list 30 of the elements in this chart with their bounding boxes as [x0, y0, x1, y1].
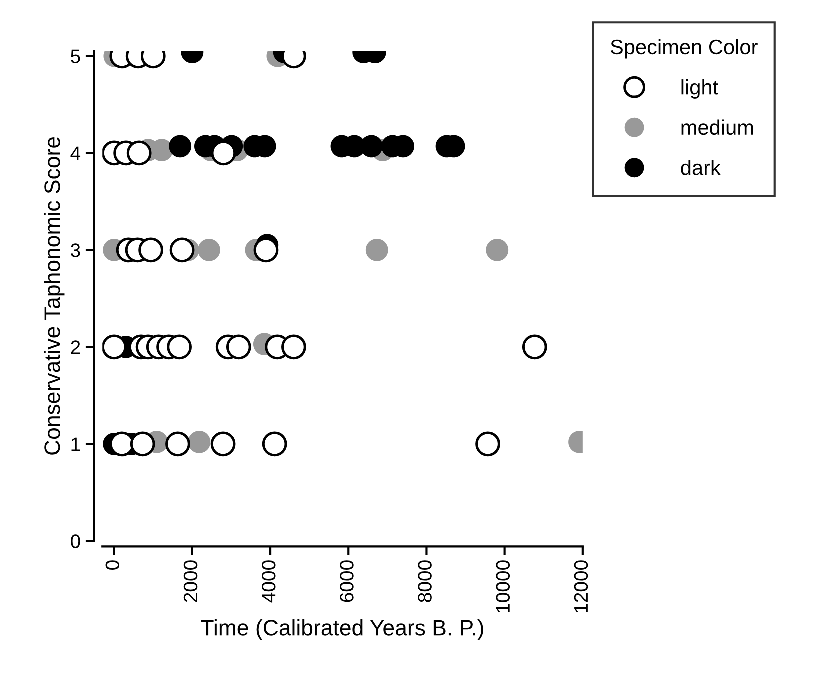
y-tick-label: 2: [71, 340, 80, 354]
x-axis-title: Time (Calibrated Years B. P.): [201, 620, 484, 640]
y-tick-label: 4: [70, 146, 81, 160]
y-tick-label: 0: [71, 534, 80, 548]
legend-label: light: [682, 80, 718, 99]
point: [282, 334, 306, 360]
legend-label: medium: [682, 120, 754, 136]
point: [188, 431, 211, 454]
point: [170, 238, 195, 263]
point: [138, 238, 164, 263]
x-tick-label: 6000: [340, 560, 354, 602]
point: [198, 238, 220, 262]
point: [226, 334, 252, 360]
point: [366, 238, 388, 262]
point: [126, 140, 152, 166]
x-tick-label: 2000: [184, 560, 198, 602]
x-tick-label: 12000: [574, 560, 588, 612]
y-tick-label: 5: [71, 50, 80, 64]
legend-title: Specimen Color: [610, 39, 758, 59]
point: [486, 238, 509, 262]
y-tick-label: 3: [71, 244, 80, 258]
x-tick-label: 8000: [418, 560, 432, 602]
y-tick-label: 1: [72, 438, 80, 452]
x-tick-label: 4000: [262, 560, 276, 603]
point: [167, 334, 192, 360]
legend-label: dark: [681, 160, 721, 176]
point: [169, 135, 192, 158]
x-tick-label: 10000: [496, 560, 510, 612]
y-axis-title: Conservative Taphonomic Score: [44, 137, 65, 455]
x-tick-label: 0: [106, 560, 120, 570]
